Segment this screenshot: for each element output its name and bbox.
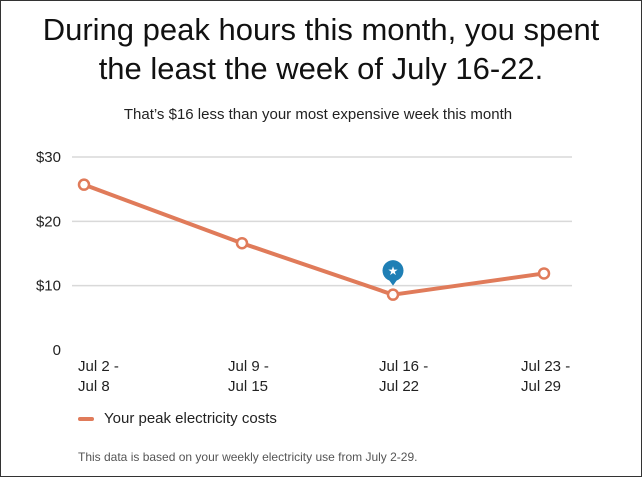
series-line	[82, 182, 546, 297]
data-point	[77, 178, 91, 191]
y-tick-label: $10	[36, 278, 61, 295]
data-point	[537, 267, 551, 280]
x-tick-label: Jul 9 -	[228, 358, 269, 375]
headline-line-2: the least the week of July 16-22.	[98, 51, 544, 86]
series-layer	[77, 178, 551, 301]
star-marker-icon: ★	[382, 260, 404, 286]
chart-subtitle: That’s $16 less than your most expensive…	[123, 106, 513, 123]
x-tick-label: Jul 15	[228, 378, 268, 395]
headline-line-1: During peak hours this month, you spent	[42, 12, 600, 47]
x-tick-label: Jul 16 -	[379, 358, 428, 375]
data-point	[235, 236, 249, 250]
footnote: This data is based on your weekly electr…	[78, 450, 418, 464]
legend: Your peak electricity costs	[78, 410, 277, 427]
headline: During peak hours this month, you spent …	[0, 10, 642, 88]
svg-text:★: ★	[388, 264, 399, 278]
legend-label: Your peak electricity costs	[104, 410, 277, 427]
highlight-layer: ★	[382, 260, 404, 286]
x-tick-label: Jul 22	[379, 378, 419, 395]
legend-swatch	[78, 416, 94, 421]
x-tick-label: Jul 2 -	[78, 358, 119, 375]
x-tick-label: Jul 8	[78, 378, 110, 395]
x-tick-label: Jul 23 -	[521, 358, 570, 375]
y-axis-ticks: $30 $20 $10 0	[36, 149, 61, 359]
x-axis-ticks: Jul 2 - Jul 8 Jul 9 - Jul 15 Jul 16 - Jul 22 J…	[78, 358, 570, 395]
y-tick-label: 0	[53, 342, 61, 359]
y-tick-label: $30	[36, 149, 61, 166]
data-point	[386, 288, 400, 301]
grid-layer	[72, 156, 572, 287]
y-tick-label: $20	[36, 213, 61, 230]
x-tick-label: Jul 29	[521, 378, 561, 395]
